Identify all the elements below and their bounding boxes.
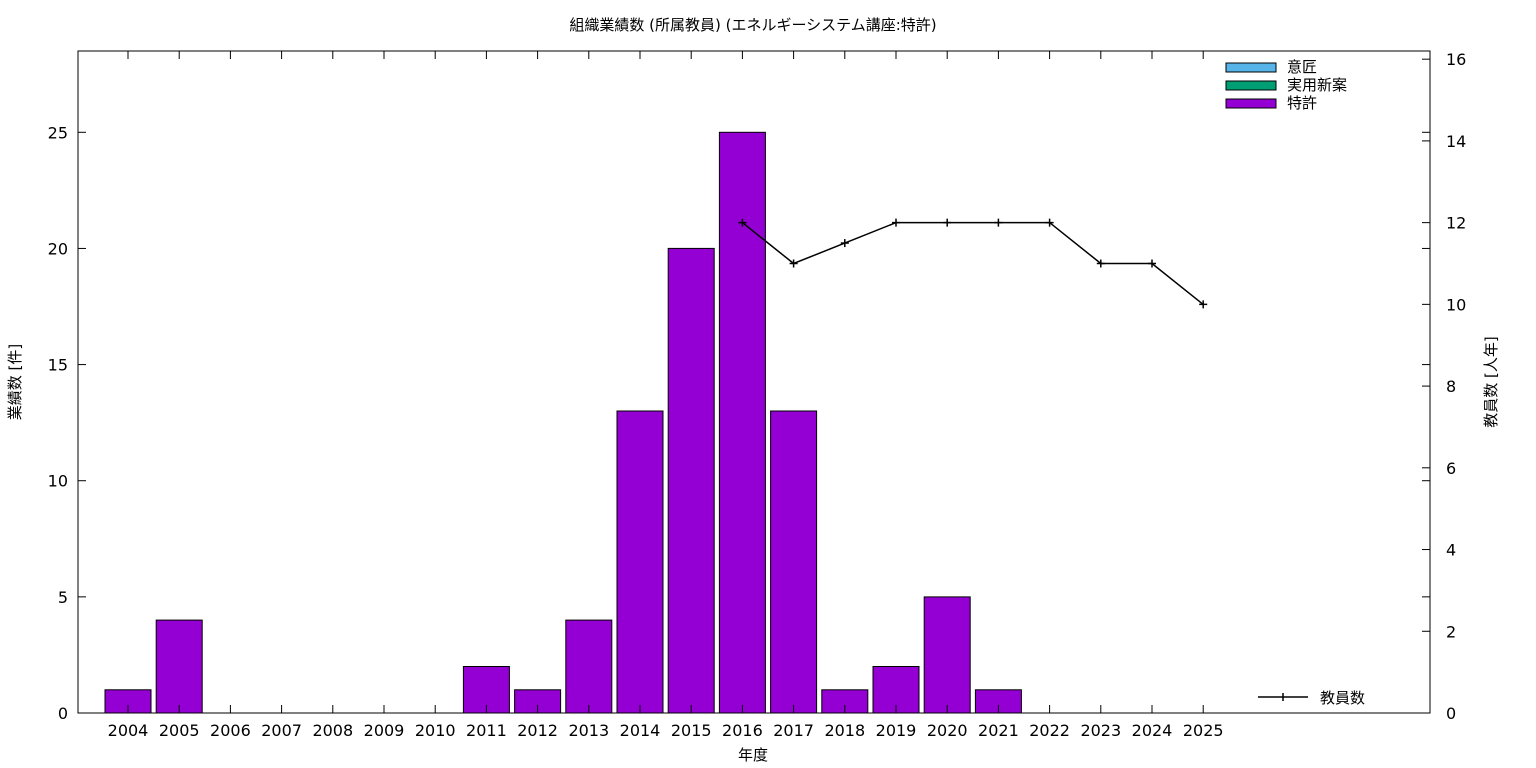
- y2-tick-label: 8: [1446, 377, 1456, 396]
- y2-tick-label: 0: [1446, 704, 1456, 723]
- x-tick-label: 2015: [671, 721, 712, 740]
- legend-label: 教員数: [1320, 689, 1365, 707]
- line-series: [741, 221, 1204, 305]
- y-tick-label: 25: [48, 123, 68, 142]
- y2-tick-label: 14: [1446, 132, 1466, 151]
- line-legend: 教員数: [1258, 689, 1365, 707]
- y-tick-label: 5: [58, 588, 68, 607]
- y2-tick-label: 6: [1446, 459, 1456, 478]
- line-point: [1045, 218, 1054, 227]
- line-point: [1199, 300, 1208, 309]
- x-tick-label: 2013: [568, 721, 609, 740]
- bar: [155, 619, 203, 714]
- x-tick-label: 2010: [415, 721, 456, 740]
- x-tick-label: 2021: [978, 721, 1019, 740]
- y2-tick-label: 4: [1446, 541, 1456, 560]
- bar: [667, 247, 715, 714]
- y2-tick-label: 16: [1446, 50, 1466, 69]
- legend-swatch: [1225, 98, 1277, 109]
- x-axis-ticks: 2004 2005 2006 2007 2008 2009 2010 2011 2012 2013…: [108, 51, 1224, 740]
- y2-tick-label: 12: [1446, 214, 1466, 233]
- x-tick-label: 2004: [108, 721, 149, 740]
- line-point: [840, 239, 849, 248]
- bar: [923, 596, 971, 714]
- y2-axis-ticks: 0 2 4 6 8 10 12 14 16: [1422, 50, 1466, 723]
- y-tick-label: 15: [48, 356, 68, 375]
- line-point: [738, 218, 747, 227]
- x-tick-label: 2017: [773, 721, 814, 740]
- x-tick-label: 2005: [159, 721, 200, 740]
- y2-tick-label: 10: [1446, 295, 1466, 314]
- x-axis-label: 年度: [738, 746, 768, 764]
- y2-axis-label: 教員数 [人年]: [1482, 336, 1500, 427]
- x-tick-label: 2020: [927, 721, 968, 740]
- legend-label: 特許: [1287, 94, 1317, 112]
- line-point: [1148, 259, 1156, 268]
- x-tick-label: 2009: [364, 721, 405, 740]
- x-tick-label: 2024: [1132, 721, 1173, 740]
- line-point: [1096, 259, 1105, 268]
- line-point: [943, 218, 952, 227]
- y2-tick-label: 2: [1446, 622, 1456, 641]
- y-tick-label: 20: [48, 239, 68, 258]
- bar: [565, 619, 613, 714]
- legend-swatch: [1225, 62, 1277, 73]
- x-tick-label: 2018: [824, 721, 865, 740]
- y-tick-label: 10: [48, 472, 68, 491]
- line-point: [892, 218, 900, 227]
- bar: [718, 131, 766, 714]
- legend-swatch: [1225, 80, 1277, 91]
- line-point: [994, 218, 1003, 227]
- line-point: [789, 259, 798, 268]
- bars-group: [104, 131, 1022, 714]
- x-tick-label: 2023: [1080, 721, 1121, 740]
- x-tick-label: 2011: [466, 721, 507, 740]
- y-tick-label: 0: [58, 704, 68, 723]
- bar: [616, 410, 664, 714]
- y-axis-label: 業績数 [件]: [6, 344, 24, 420]
- x-tick-label: 2019: [876, 721, 917, 740]
- line-series-group: [738, 218, 1208, 309]
- y-axis-ticks: 0 5 10 15 20 25: [48, 123, 1430, 723]
- legend-label: 意匠: [1287, 58, 1317, 76]
- x-tick-label: 2008: [312, 721, 353, 740]
- x-tick-label: 2006: [210, 721, 251, 740]
- x-tick-label: 2014: [620, 721, 661, 740]
- x-tick-label: 2012: [517, 721, 558, 740]
- x-tick-label: 2007: [261, 721, 302, 740]
- x-tick-label: 2022: [1029, 721, 1070, 740]
- legend-label: 実用新案: [1287, 76, 1347, 94]
- x-tick-label: 2025: [1183, 721, 1224, 740]
- chart-title: 組織業績数 (所属教員) (エネルギーシステム講座:特許): [569, 16, 936, 34]
- x-tick-label: 2016: [722, 721, 763, 740]
- bar: [770, 410, 818, 714]
